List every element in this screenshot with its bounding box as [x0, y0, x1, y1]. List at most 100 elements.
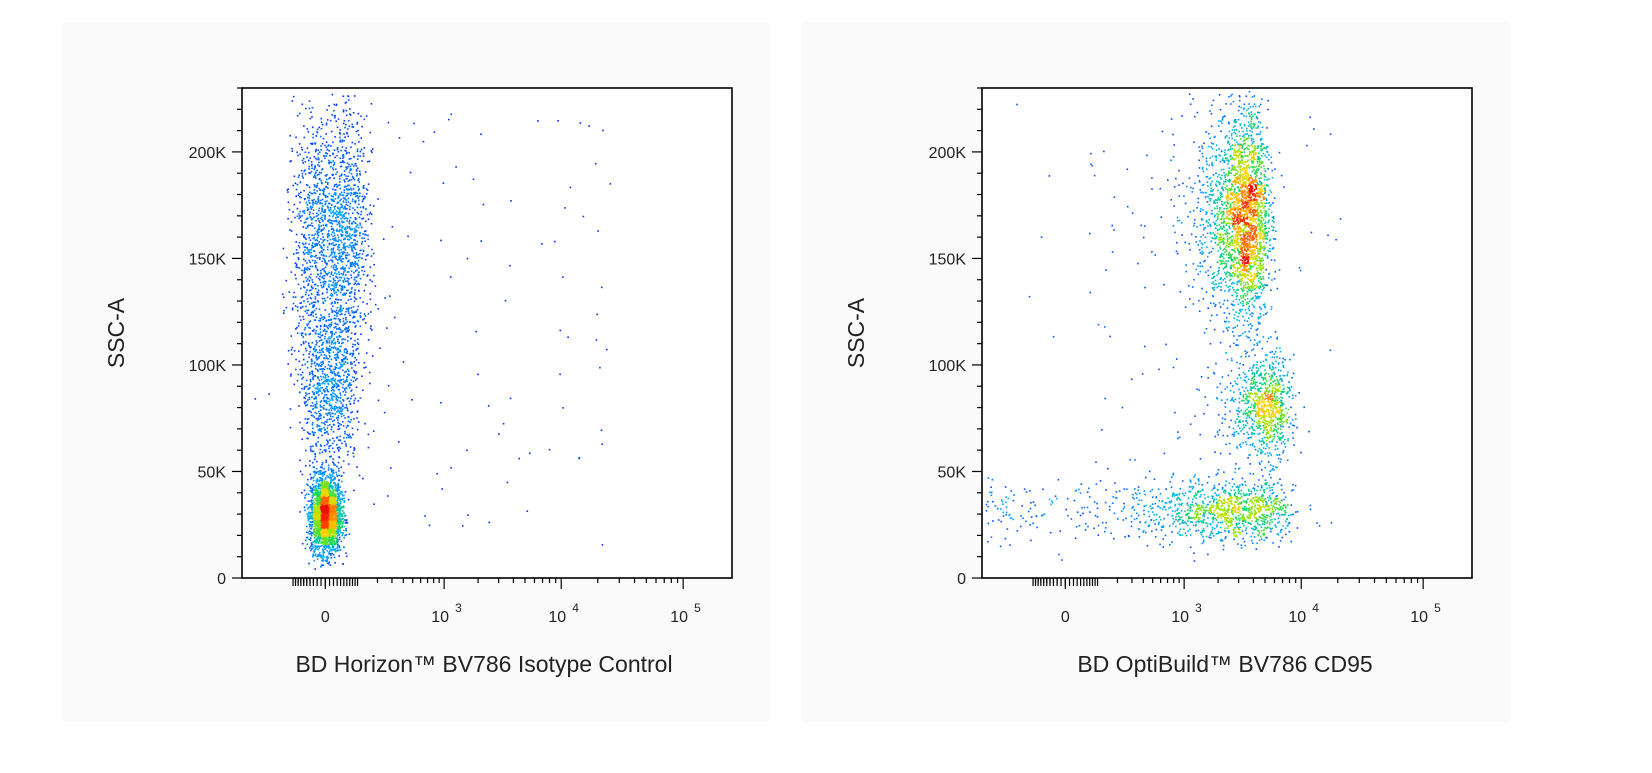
event-dot: [341, 442, 343, 445]
event-dot: [335, 498, 338, 500]
event-dot: [298, 143, 301, 145]
event-dot: [326, 542, 328, 545]
event-dot: [308, 251, 310, 254]
event-dot: [336, 484, 339, 487]
event-dot: [332, 524, 334, 527]
event-dot: [295, 266, 298, 268]
event-dot: [317, 390, 320, 392]
event-dot: [332, 211, 334, 214]
event-dot: [349, 169, 351, 172]
event-dot: [323, 388, 325, 391]
event-dot: [346, 152, 348, 154]
event-dot: [349, 295, 351, 297]
event-dot: [340, 310, 342, 313]
event-dot: [324, 501, 326, 503]
event-dot: [364, 233, 366, 236]
event-dot: [333, 237, 335, 240]
event-dot: [326, 475, 328, 477]
event-dot: [320, 526, 323, 528]
event-dot: [356, 224, 359, 226]
event-dot: [319, 516, 321, 519]
event-dot: [354, 143, 356, 145]
event-dot: [320, 486, 322, 488]
event-dot: [347, 238, 349, 241]
event-dot: [327, 497, 329, 500]
event-dot: [313, 216, 315, 218]
event-dot: [306, 483, 308, 486]
event-dot: [337, 540, 339, 543]
event-dot: [322, 192, 325, 194]
event-dot: [329, 553, 332, 555]
event-dot: [343, 501, 345, 503]
event-dot: [318, 382, 320, 384]
event-dot: [321, 202, 323, 205]
event-dot: [341, 522, 344, 525]
event-dot: [362, 389, 364, 392]
event-dot: [326, 291, 328, 294]
event-dot: [313, 416, 316, 418]
event-dot: [337, 211, 340, 214]
event-dot: [325, 185, 327, 188]
event-dot: [311, 265, 314, 268]
event-dot: [320, 503, 323, 505]
event-dot: [322, 318, 324, 321]
event-dot: [356, 170, 358, 172]
event-dot: [353, 229, 356, 232]
event-dot: [356, 243, 358, 246]
event-dot: [332, 242, 334, 244]
event-dot: [352, 433, 354, 436]
event-dot: [323, 297, 326, 300]
event-dot: [316, 229, 319, 231]
event-dot: [346, 131, 348, 134]
event-dot: [341, 211, 343, 213]
event-dot: [316, 201, 319, 203]
event-dot: [328, 484, 330, 486]
event-dot: [309, 513, 311, 515]
event-dot: [303, 236, 305, 239]
event-dot: [321, 208, 323, 210]
event-dot: [331, 509, 333, 512]
event-dot: [315, 185, 317, 187]
event-dot: [326, 535, 328, 537]
event-dot: [361, 237, 363, 239]
event-dot: [338, 529, 341, 532]
event-dot: [329, 507, 332, 509]
event-dot: [324, 211, 327, 213]
event-dot: [320, 269, 322, 272]
event-dot: [341, 286, 344, 289]
event-dot: [299, 315, 301, 318]
event-dot: [316, 131, 319, 134]
event-dot: [323, 155, 326, 157]
event-dot: [288, 208, 291, 211]
event-dot: [336, 447, 339, 450]
event-dot: [366, 160, 369, 163]
event-dot: [333, 300, 336, 303]
event-dot: [333, 419, 336, 421]
event-dot: [336, 489, 338, 492]
event-dot: [314, 503, 317, 505]
event-dot: [318, 483, 321, 486]
event-dot: [316, 525, 318, 527]
event-dot: [339, 284, 341, 287]
event-dot: [336, 336, 338, 338]
event-dot: [333, 263, 336, 266]
event-dot: [358, 474, 361, 477]
event-dot: [342, 383, 344, 386]
event-dot: [335, 516, 338, 518]
event-dot: [308, 326, 310, 329]
event-dot: [332, 469, 335, 471]
event-dot: [335, 255, 338, 258]
event-dot: [306, 269, 308, 271]
event-dot: [332, 152, 334, 155]
event-dot: [300, 319, 302, 321]
event-dot: [295, 195, 297, 197]
event-dot: [354, 293, 356, 296]
event-dot: [329, 532, 332, 534]
event-dot: [313, 168, 316, 171]
event-dot: [352, 255, 355, 257]
event-dot: [341, 231, 344, 233]
event-dot: [340, 299, 342, 301]
event-dot: [352, 112, 355, 114]
event-dot: [322, 214, 324, 217]
event-dot: [325, 196, 327, 198]
